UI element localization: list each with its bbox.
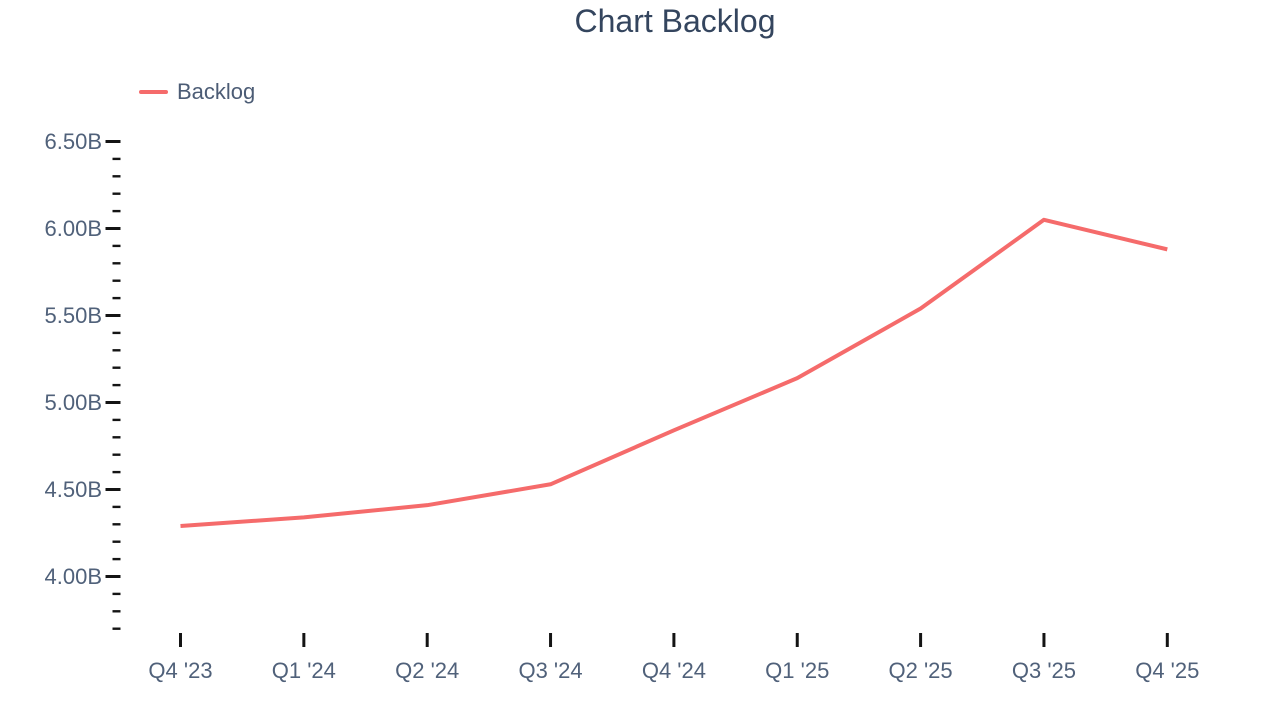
y-axis-ticks [105,140,121,630]
x-tick-label: Q2 '25 [889,658,953,683]
x-tick-label: Q4 '25 [1135,658,1199,683]
series-line-backlog [180,217,1168,529]
x-axis-labels: Q4 '23 Q1 '24 Q2 '24 Q3 '24 Q4 '24 Q1 '25 Q2 '… [148,658,1199,683]
x-tick-label: Q1 '24 [272,658,336,683]
x-axis-ticks [179,633,1169,647]
x-tick-label: Q3 '24 [518,658,582,683]
y-tick-label: 5.50B [45,303,103,328]
series-lines [180,217,1168,529]
x-tick-label: Q1 '25 [765,658,829,683]
y-axis-labels: 6.50B 6.00B 5.50B 5.00B 4.50B 4.00B [45,129,103,589]
x-tick-label: Q2 '24 [395,658,459,683]
y-tick-label: 6.00B [45,216,103,241]
y-tick-label: 4.00B [45,564,103,589]
y-tick-label: 6.50B [45,129,103,154]
x-tick-label: Q3 '25 [1012,658,1076,683]
x-tick-label: Q4 '24 [642,658,706,683]
x-tick-label: Q4 '23 [148,658,212,683]
y-tick-label: 4.50B [45,477,103,502]
legend-line-swatch [139,90,168,94]
chart-title: Chart Backlog [574,3,776,39]
y-tick-label: 5.00B [45,390,103,415]
legend-label: Backlog [177,79,256,104]
legend-item-backlog[interactable]: Backlog [139,79,255,105]
